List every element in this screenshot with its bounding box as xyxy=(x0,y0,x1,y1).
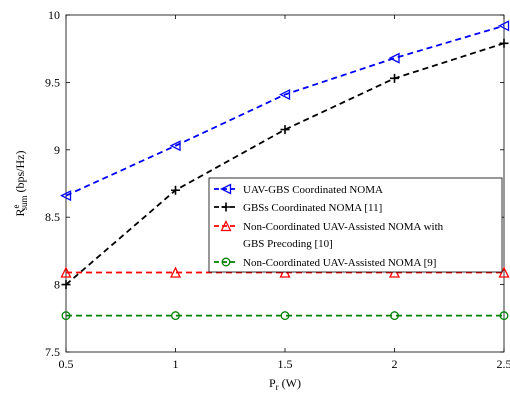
data-point xyxy=(220,183,232,195)
x-tick-label: 2.5 xyxy=(497,357,510,371)
y-tick-label: 9 xyxy=(54,143,60,157)
y-tick-label: 9.5 xyxy=(45,75,60,89)
legend-item-4: Non-Coordinated UAV-Assisted NOMA [9] xyxy=(214,257,436,269)
x-tick-label: 1 xyxy=(173,357,179,371)
data-point xyxy=(280,125,290,135)
legend-label: UAV-GBS Coordinated NOMA xyxy=(243,184,383,196)
y-axis-label: Resum (bps/Hz) xyxy=(11,150,29,216)
x-tick-label: 2 xyxy=(392,357,398,371)
data-point xyxy=(280,311,290,321)
series-3 xyxy=(60,266,510,278)
data-point xyxy=(279,266,291,278)
series-2 xyxy=(61,38,509,290)
x-tick-label: 1.5 xyxy=(278,357,293,371)
data-point xyxy=(390,311,399,321)
data-point xyxy=(171,185,180,195)
data-point xyxy=(61,280,71,290)
y-tick-label: 8.5 xyxy=(45,210,60,224)
data-point xyxy=(390,73,399,83)
series-line xyxy=(65,24,505,197)
data-point xyxy=(388,52,400,64)
legend-item-3: Non-Coordinated UAV-Assisted NOMA with GB… xyxy=(214,220,444,250)
data-point xyxy=(61,311,71,321)
legend-label: GBSs Coordinated NOMA [11] xyxy=(243,202,382,214)
data-point xyxy=(171,311,180,321)
legend-item-1: UAV-GBS Coordinated NOMA xyxy=(214,183,383,196)
data-point xyxy=(60,190,72,202)
legend-label: Non-Coordinated UAV-Assisted NOMA [9] xyxy=(243,257,436,269)
data-point xyxy=(498,266,510,278)
data-point xyxy=(221,257,231,267)
axis-ticks: 0.5 1 1.5 2 2.5 7.5 8 8.5 9 9.5 10 xyxy=(45,8,510,371)
x-axis-label: Pr (W) xyxy=(269,376,301,392)
data-point xyxy=(221,202,231,212)
legend: UAV-GBS Coordinated NOMA GBSs Coordinated… xyxy=(208,177,503,273)
series-layer xyxy=(60,20,510,321)
data-point xyxy=(279,88,291,101)
data-point xyxy=(169,140,181,152)
series-1 xyxy=(60,20,510,202)
legend-label: GBS Precoding [10] xyxy=(243,238,333,250)
data-point xyxy=(60,266,72,278)
data-point xyxy=(499,311,509,321)
legend-box xyxy=(208,177,503,273)
y-tick-label: 10 xyxy=(48,8,60,22)
data-point xyxy=(169,266,182,278)
legend-label: Non-Coordinated UAV-Assisted NOMA with xyxy=(243,221,444,233)
legend-item-2: GBSs Coordinated NOMA [11] xyxy=(214,202,382,214)
data-point xyxy=(499,38,509,48)
y-tick-label: 8 xyxy=(54,278,60,292)
data-point xyxy=(220,220,232,232)
y-tick-label: 7.5 xyxy=(45,345,60,359)
data-point xyxy=(388,266,401,278)
series-4 xyxy=(61,311,509,321)
axis-labels: Pr (W) Resum (bps/Hz) xyxy=(11,150,301,392)
data-point xyxy=(498,20,510,32)
x-tick-label: 0.5 xyxy=(59,357,74,371)
